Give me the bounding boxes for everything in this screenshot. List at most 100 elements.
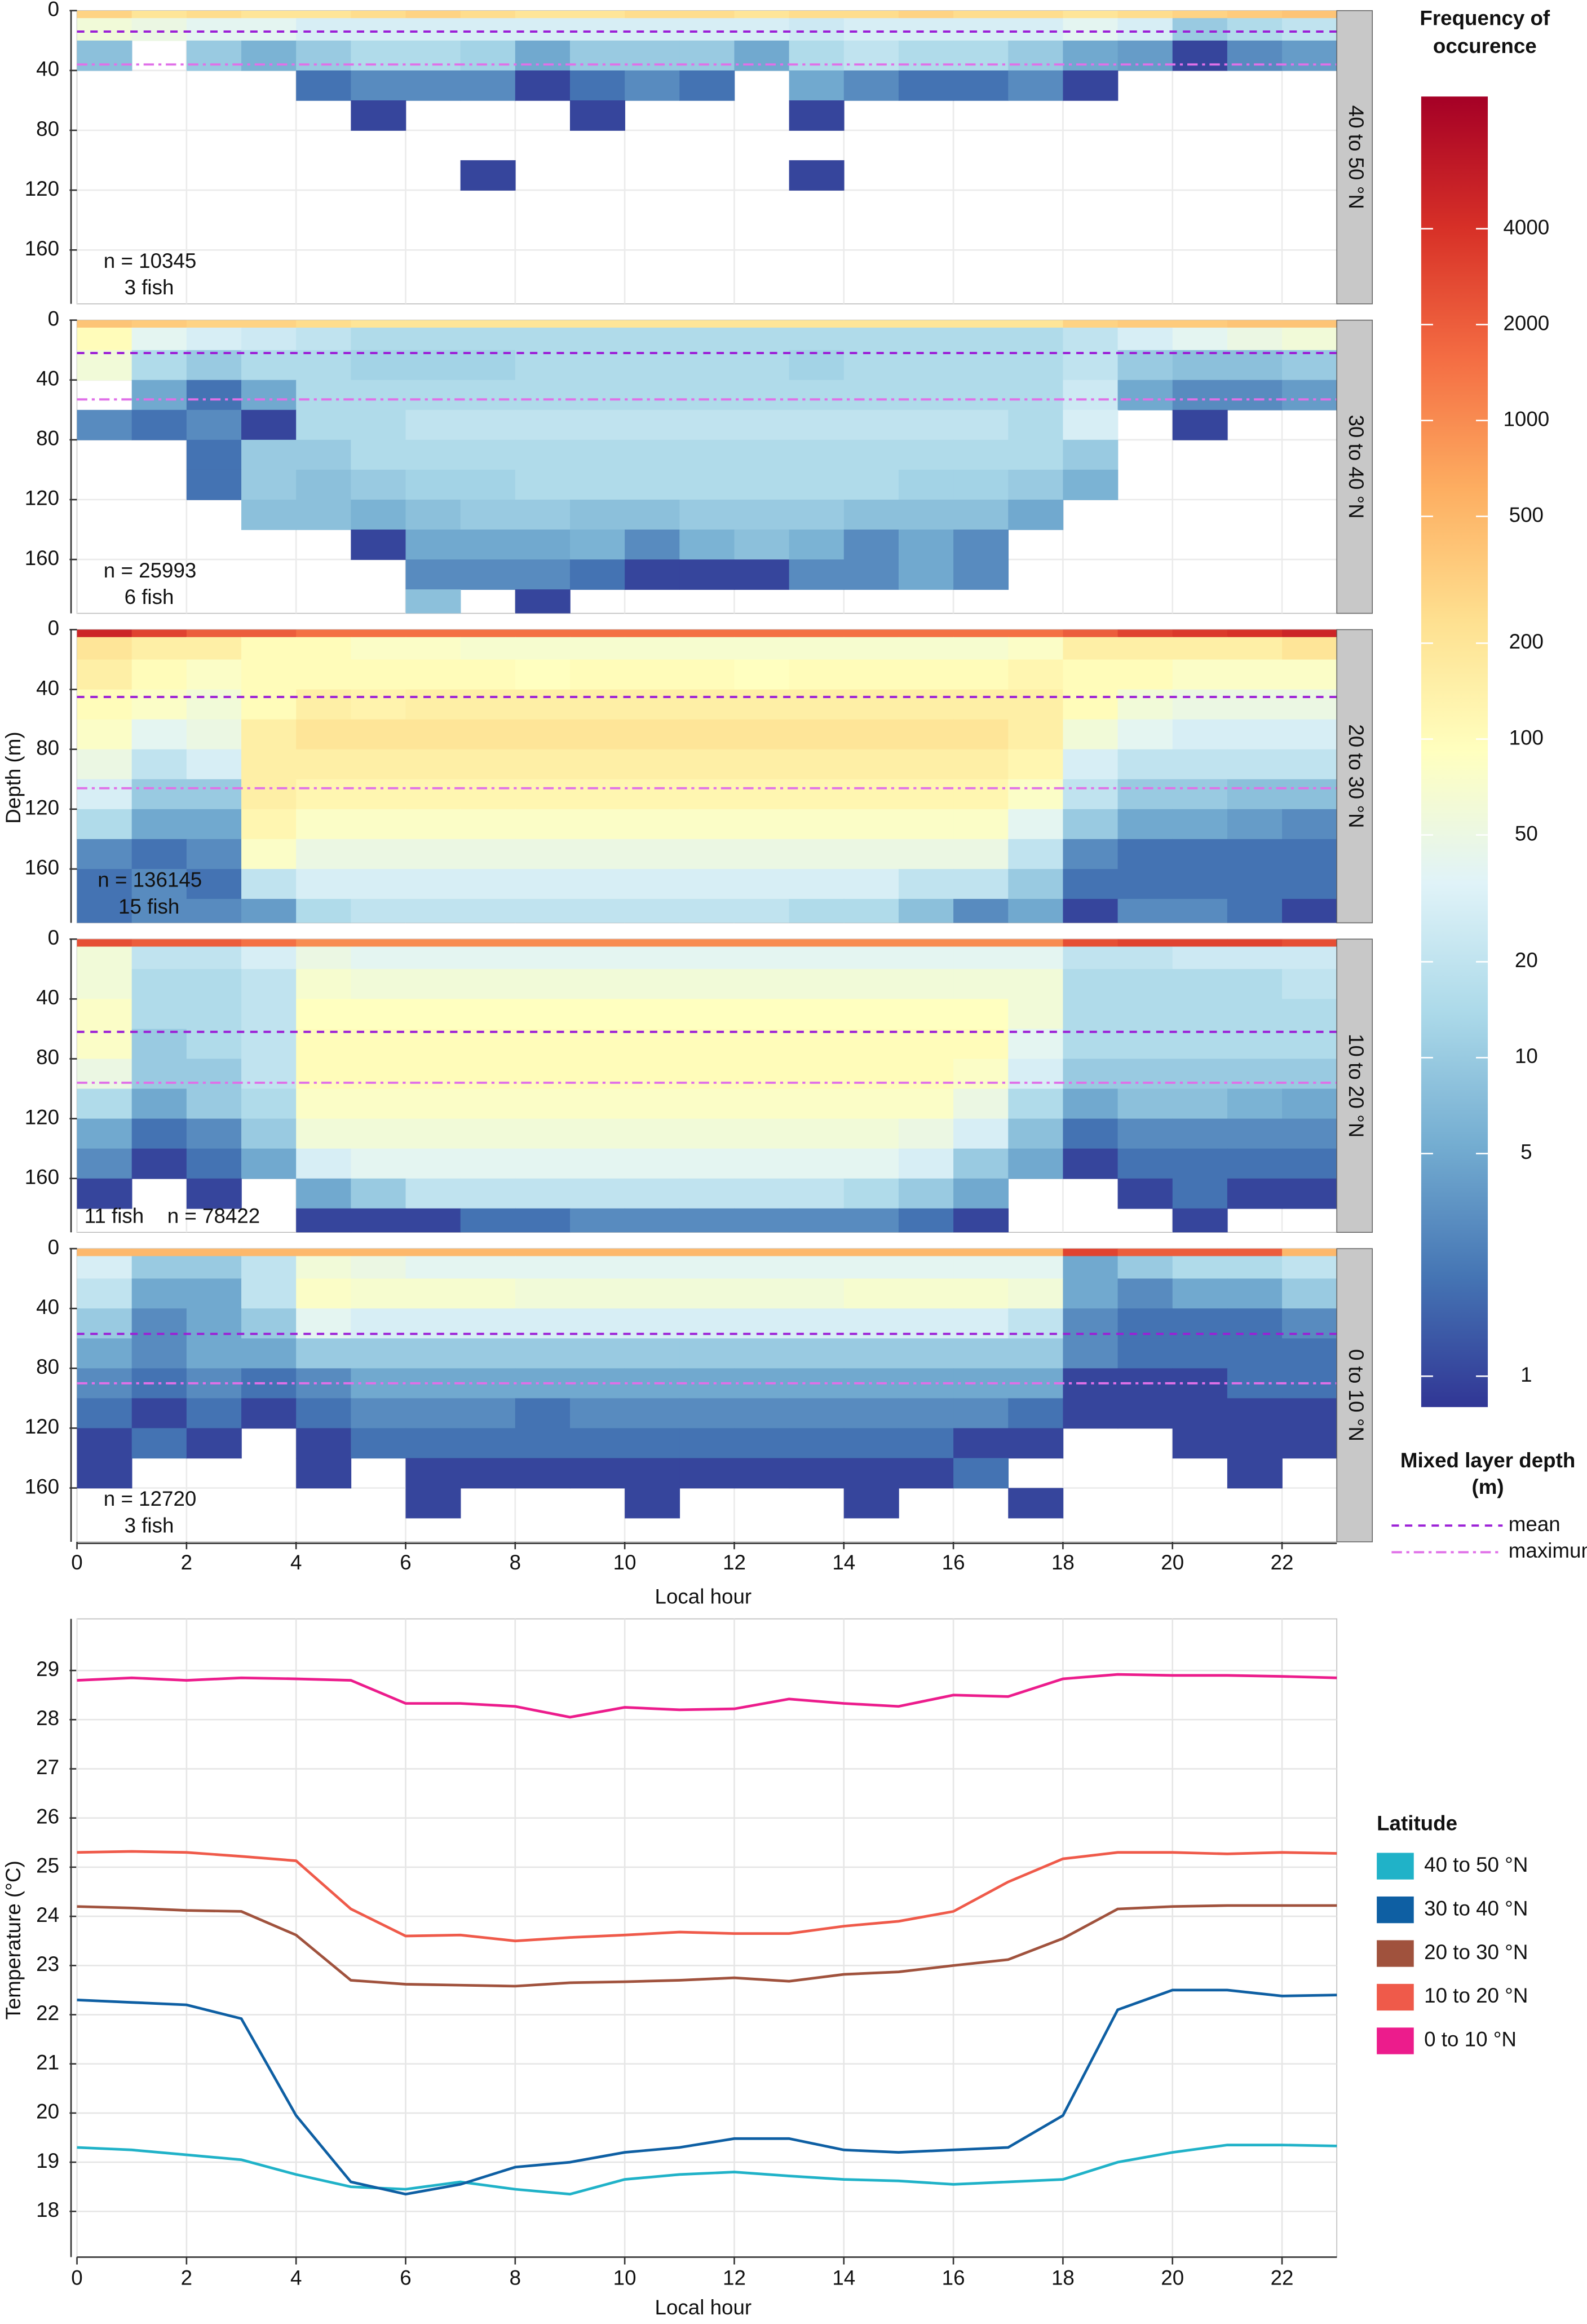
obs-count: n = 136145: [98, 868, 202, 892]
heatmap-cell: [351, 499, 406, 530]
heatmap-cell: [351, 320, 406, 328]
heatmap-cell: [734, 1398, 790, 1429]
heatmap-cell: [351, 637, 406, 660]
heatmap-cell: [843, 350, 899, 381]
heatmap-cell: [789, 939, 845, 947]
heatmap-cell: [569, 1338, 625, 1369]
heatmap-cell: [569, 809, 625, 840]
x-tick-label: 16: [942, 2266, 965, 2289]
heatmap-cell: [734, 1029, 790, 1060]
heatmap-cell: [515, 1256, 571, 1279]
heatmap-cell: [1117, 1398, 1173, 1429]
heatmap-cell: [569, 409, 625, 440]
heatmap-cell: [1008, 946, 1064, 970]
heatmap-cell: [515, 749, 571, 780]
heatmap-cell: [131, 1029, 187, 1060]
heatmap-cell: [898, 1029, 954, 1060]
heatmap-cell: [569, 659, 625, 690]
heatmap-cell: [789, 409, 845, 440]
heatmap-cell: [1227, 1256, 1283, 1279]
heatmap-cell: [1282, 1059, 1337, 1090]
heatmap-cell: [953, 469, 1009, 500]
y-tick-label: 120: [25, 487, 59, 510]
heatmap-cell: [679, 898, 735, 923]
heatmap-cell: [296, 1338, 352, 1369]
heatmap-cell: [625, 689, 680, 720]
heatmap-cell: [569, 380, 625, 411]
heatmap-cell: [569, 1398, 625, 1429]
heatmap-cell: [569, 1178, 625, 1209]
heatmap-cell: [296, 1059, 352, 1090]
heatmap-cell: [843, 969, 899, 1000]
heatmap-cell: [843, 10, 899, 19]
x-tick-label: 6: [400, 1551, 411, 1574]
heatmap-cell: [789, 350, 845, 381]
heatmap-cell: [460, 40, 516, 71]
heatmap-cell: [898, 18, 954, 41]
heatmap-cell: [625, 749, 680, 780]
heatmap-cell: [131, 637, 187, 660]
heatmap-cell: [515, 589, 571, 614]
heatmap-cell: [843, 439, 899, 470]
y-tick-label: 40: [36, 367, 59, 390]
mld-legend-label: maximum: [1509, 1539, 1587, 1562]
heatmap-cell: [625, 969, 680, 1000]
heatmap-cell: [679, 1249, 735, 1257]
colorbar-tick-label: 20: [1515, 949, 1538, 972]
heatmap-cell: [789, 637, 845, 660]
heatmap-cell: [1008, 898, 1064, 923]
heatmap-cell: [296, 946, 352, 970]
x-tick-label: 12: [723, 1551, 746, 1574]
heatmap-cell: [625, 1088, 680, 1119]
heatmap-cell: [679, 839, 735, 870]
heatmap-cell: [351, 719, 406, 750]
heatmap-cell: [241, 327, 297, 351]
heatmap-cell: [351, 868, 406, 899]
heatmap-cell: [460, 160, 516, 191]
heatmap-cell: [1282, 1338, 1337, 1369]
heatmap-cell: [460, 469, 516, 500]
heatmap-cell: [843, 809, 899, 840]
heatmap-cell: [898, 1059, 954, 1090]
heatmap-cell: [77, 689, 132, 720]
heatmap-cell: [734, 719, 790, 750]
heatmap-cell: [1008, 999, 1064, 1030]
heatmap-cell: [460, 10, 516, 19]
heatmap-cell: [405, 1208, 461, 1233]
heatmap-cell: [77, 1178, 132, 1209]
heatmap-cell: [953, 1398, 1009, 1429]
heatmap-cell: [296, 1256, 352, 1279]
heatmap-cell: [186, 409, 242, 440]
heatmap-cell: [351, 1059, 406, 1090]
heatmap-cell: [1227, 898, 1283, 923]
heatmap-cell: [734, 380, 790, 411]
heatmap-cell: [843, 629, 899, 638]
heatmap-cell: [1282, 1148, 1337, 1179]
heatmap-cell: [131, 939, 187, 947]
heatmap-cell: [789, 946, 845, 970]
heatmap-cell: [625, 1118, 680, 1149]
legend-label: 40 to 50 °N: [1424, 1853, 1528, 1876]
y-axis-label: Temperature (°C): [2, 1860, 25, 2019]
heatmap-cell: [569, 629, 625, 638]
heatmap-cell: [953, 320, 1009, 328]
heatmap-cell: [625, 719, 680, 750]
heatmap-cell: [789, 999, 845, 1030]
heatmap-cell: [460, 689, 516, 720]
heatmap-cell: [1172, 1088, 1228, 1119]
heatmap-cell: [186, 1278, 242, 1309]
heatmap-cell: [953, 946, 1009, 970]
heatmap-cell: [1227, 779, 1283, 810]
heatmap-cell: [898, 1088, 954, 1119]
heatmap-cell: [1008, 40, 1064, 71]
heatmap-cell: [515, 1338, 571, 1369]
heatmap-cell: [405, 530, 461, 560]
heatmap-cell: [131, 659, 187, 690]
heatmap-cell: [1008, 1148, 1064, 1179]
heatmap-cell: [131, 749, 187, 780]
heatmap-cell: [241, 350, 297, 381]
heatmap-cell: [789, 1278, 845, 1309]
heatmap-cell: [625, 1428, 680, 1459]
heatmap-cell: [953, 1118, 1009, 1149]
heatmap-cell: [625, 999, 680, 1030]
